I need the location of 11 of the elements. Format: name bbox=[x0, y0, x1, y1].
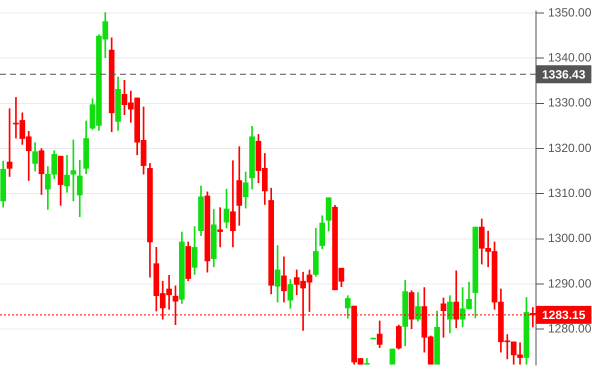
y-tick-label: 1350.00 bbox=[548, 5, 592, 20]
y-tick-label: 1280.00 bbox=[548, 321, 592, 336]
candlestick bbox=[6, 108, 12, 177]
y-tick-label: 1320.00 bbox=[548, 140, 592, 155]
ref-line-label: 1336.43 bbox=[542, 68, 586, 82]
y-tick-label: 1290.00 bbox=[548, 276, 592, 290]
ref-line-label: 1283.15 bbox=[542, 308, 586, 322]
y-tick-label: 1310.00 bbox=[548, 186, 592, 200]
y-tick-label: 1300.00 bbox=[548, 231, 592, 246]
y-tick-label: 1340.00 bbox=[548, 50, 592, 64]
y-tick-label: 1330.00 bbox=[548, 96, 592, 110]
